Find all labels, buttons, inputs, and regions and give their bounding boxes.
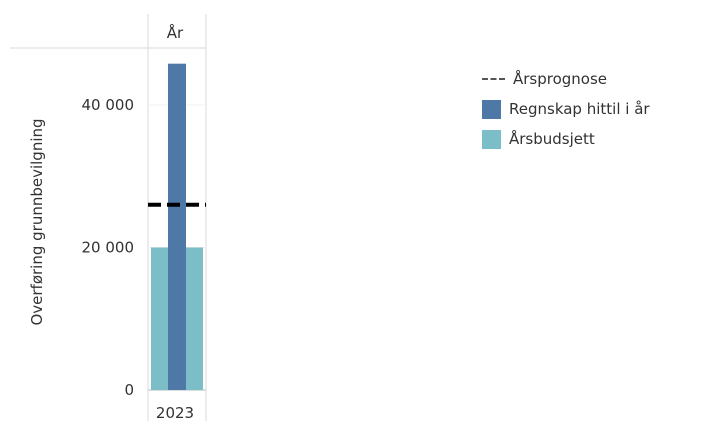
legend-label: Årsprognose — [513, 70, 608, 88]
y-tick-labels: 0 20 000 40 000 — [82, 96, 135, 399]
legend-swatch-icon — [482, 129, 501, 149]
legend-swatch-icon — [482, 99, 501, 119]
legend-item[interactable]: Årsbudsjett — [482, 124, 650, 154]
x-category-label: 2023 — [156, 404, 194, 421]
legend-item[interactable]: Årsprognose — [482, 64, 650, 94]
y-tick-label: 0 — [124, 381, 134, 399]
chart-frame — [10, 14, 207, 421]
legend: Årsprognose Regnskap hittil i år Årsbudsje… — [482, 64, 650, 154]
y-axis-title: Overføring grunnbevilgning — [28, 118, 46, 325]
y-tick-label: 20 000 — [82, 239, 135, 257]
y-tick-label: 40 000 — [82, 96, 135, 114]
legend-label: Regnskap hittil i år — [509, 100, 650, 118]
legend-item[interactable]: Regnskap hittil i år — [482, 94, 650, 124]
legend-dashed-line-icon — [482, 78, 505, 80]
bar[interactable] — [168, 63, 186, 391]
chart-marks — [148, 63, 206, 391]
legend-label: Årsbudsjett — [509, 130, 595, 148]
column-header: År — [167, 23, 184, 42]
